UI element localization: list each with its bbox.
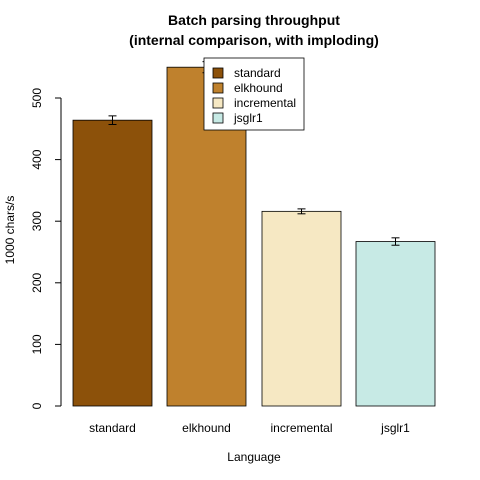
x-axis-labels: standard elkhound incremental jsglr1	[89, 421, 410, 435]
legend-swatch	[212, 82, 224, 94]
y-tick-label: 500	[30, 88, 44, 108]
x-tick-label: incremental	[270, 421, 332, 435]
legend-swatch	[212, 67, 224, 79]
legend-label: elkhound	[234, 81, 283, 95]
x-tick-label: jsglr1	[380, 421, 410, 435]
legend-label: incremental	[234, 96, 296, 110]
error-bar-standard	[108, 115, 117, 125]
y-tick-label: 0	[30, 402, 44, 409]
legend-entry-jsglr1: jsglr1	[212, 111, 263, 125]
legend-swatch	[212, 112, 224, 124]
y-axis-label: 1000 chars/s	[3, 196, 17, 265]
legend-swatch	[212, 97, 224, 109]
legend-label: standard	[234, 66, 281, 80]
y-axis: 0 100 200 300 400 500	[30, 88, 62, 409]
y-tick-label: 200	[30, 272, 44, 292]
x-tick-label: standard	[89, 421, 136, 435]
legend-entry-incremental: incremental	[212, 96, 296, 110]
error-bar-jsglr1	[391, 237, 400, 246]
bar-incremental	[261, 210, 342, 407]
bar-standard	[72, 119, 153, 407]
legend-label: jsglr1	[233, 111, 263, 125]
y-tick-label: 300	[30, 211, 44, 231]
bar-jsglr1	[355, 241, 436, 407]
chart-title: Batch parsing throughput	[168, 12, 340, 28]
legend-entry-elkhound: elkhound	[212, 81, 283, 95]
chart-subtitle: (internal comparison, with imploding)	[129, 32, 379, 48]
x-axis-label: Language	[227, 450, 281, 464]
y-tick-label: 400	[30, 149, 44, 169]
x-tick-label: elkhound	[182, 421, 231, 435]
legend-entry-standard: standard	[212, 66, 281, 80]
error-bar-incremental	[297, 208, 306, 215]
y-tick-label: 100	[30, 334, 44, 354]
